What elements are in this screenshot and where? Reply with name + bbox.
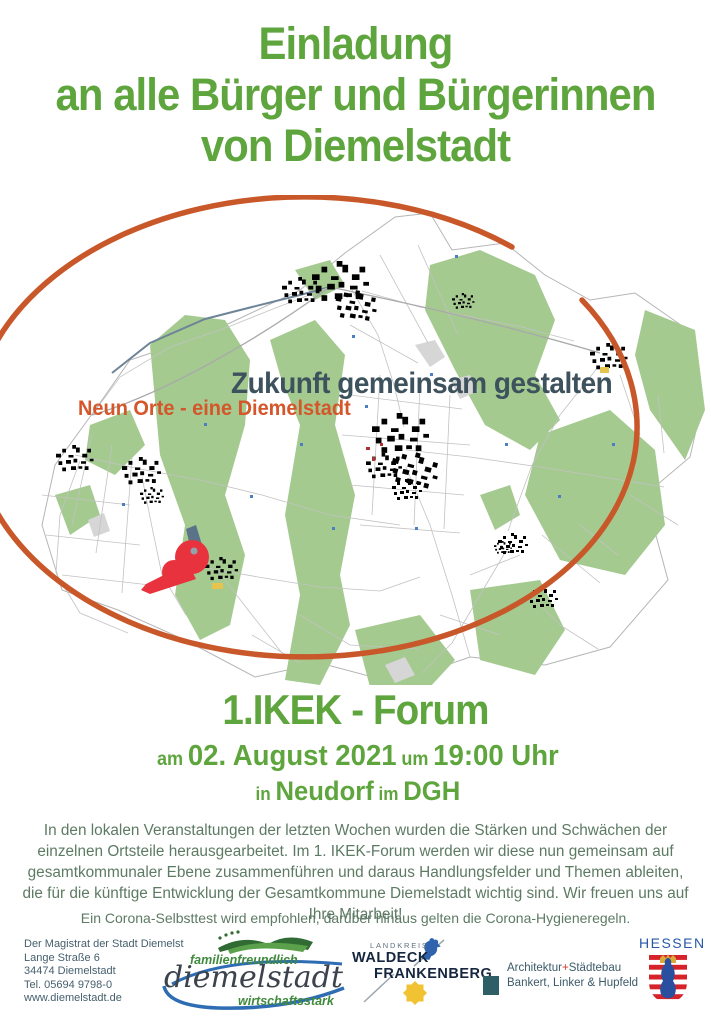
orange-ellipse — [0, 195, 640, 660]
location-marker-neudorf — [141, 540, 209, 594]
event-date: 02. August 2021 — [187, 740, 397, 772]
hessen-coat-of-arms — [649, 954, 687, 1004]
village-accents — [212, 367, 609, 589]
lion-icon — [421, 938, 441, 960]
headline-line-3: von Diemelstadt — [200, 120, 511, 171]
lion-icon — [660, 958, 676, 999]
main-roads — [91, 286, 601, 416]
diemelstadt-logo-graphic — [162, 930, 345, 1010]
river-line — [111, 286, 331, 374]
location-prefix: in — [255, 784, 271, 804]
headline-line-1: Einladung — [258, 18, 454, 69]
architects-plus: + — [561, 962, 569, 974]
diemelstadt-logo-bottom: wirtschaftsstark — [238, 994, 334, 1008]
architects-word-b: Städtebau — [568, 962, 622, 974]
municipality-map: Zukunft gemeinsam gestalten Neun Orte - … — [0, 195, 711, 685]
landkreis-line2: FRANKENBERG — [374, 966, 493, 982]
address-block: Der Magistrat der Stadt Diemelst Lange S… — [24, 938, 184, 1006]
architects-line1: Architektur+Städtebau — [507, 961, 638, 976]
intro-paragraph: In den lokalen Veranstaltungen der letzt… — [22, 822, 689, 923]
map-overlay-title: Zukunft gemeinsam gestalten — [231, 367, 613, 400]
marker-center-dot — [190, 547, 198, 555]
architects-line2: Bankert, Linker & Hupfeld — [507, 977, 639, 989]
event-location-line: in Neudorf im DGH — [18, 776, 693, 807]
architects-word-a: Architektur — [507, 962, 562, 974]
hessen-label: HESSEN — [639, 935, 706, 951]
event-time: 19:00 Uhr — [433, 740, 559, 772]
landkreis-kicker: LANDKREIS — [370, 941, 429, 950]
landkreis-line1: WALDECK — [352, 950, 429, 966]
address-line: Lange Straße 6 — [24, 951, 100, 964]
architects-block: Architektur+Städtebau Bankert, Linker & … — [507, 961, 638, 991]
architects-logo-square — [483, 976, 499, 995]
time-prefix: um — [401, 749, 429, 770]
diemelstadt-logo-top: familienfreundlich — [190, 953, 298, 967]
event-venue: DGH — [403, 776, 461, 806]
address-line: Der Magistrat der Stadt Diemelst — [24, 938, 184, 950]
date-prefix: am — [156, 749, 184, 770]
corona-note: Ein Corona-Selbsttest wird empfohlen, da… — [80, 910, 631, 926]
poster-headline: Einladung an alle Bürger und Bürgerinnen… — [25, 18, 686, 171]
star-icon — [402, 980, 428, 1006]
address-line: 34474 Diemelstadt — [24, 965, 116, 977]
landkreis-logo-graphic — [363, 938, 445, 1006]
map-graphic — [0, 195, 705, 685]
headline-line-2: an alle Bürger und Bürgerinnen — [55, 69, 657, 120]
venue-prefix: im — [378, 784, 399, 804]
map-overlay-subtitle: Neun Orte - eine Diemelstadt — [78, 397, 351, 420]
water-dots — [122, 255, 615, 530]
event-date-line: am 02. August 2021 um 19:00 Uhr — [18, 740, 693, 773]
landkreis-waldeck-frankenberg-logo: LANDKREIS WALDECK FRANKENBERG — [352, 936, 492, 1016]
settlement-patches — [88, 340, 478, 683]
event-title: 1.IKEK - Forum — [222, 686, 489, 733]
diemelstadt-logo: familienfreundlich diemelstadt wirtschaf… — [158, 930, 350, 1018]
event-location: Neudorf — [275, 776, 374, 806]
diemelstadt-logo-name: diemelstadt — [164, 960, 343, 995]
address-line: Tel. 05694 9798-0 — [24, 978, 113, 991]
address-line: www.diemelstadt.de — [24, 992, 122, 1004]
